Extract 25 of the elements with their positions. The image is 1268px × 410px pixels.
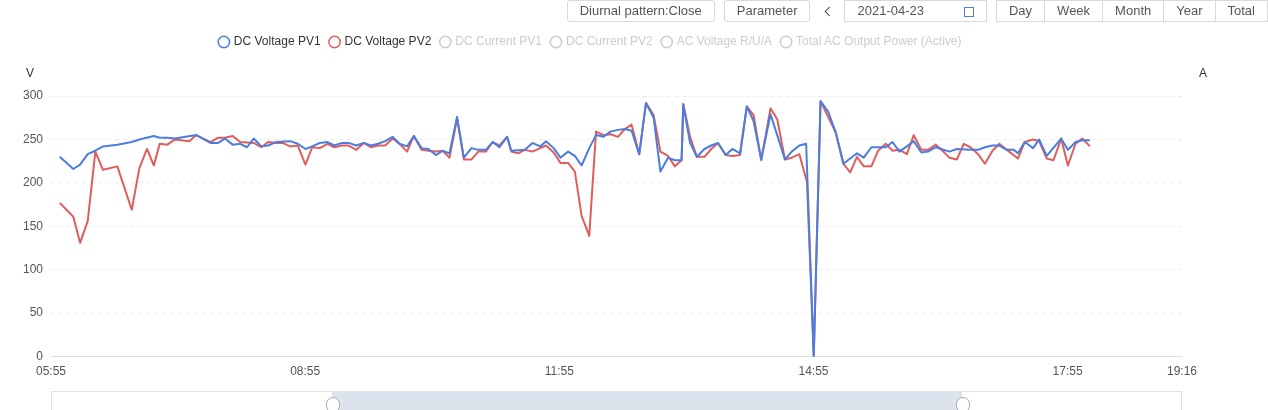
x-tick-label: 11:55 (544, 364, 575, 379)
legend-label: DC Voltage PV1 (233, 34, 321, 49)
text: Parameter (723, 0, 811, 22)
x-tick-label: 17:55 (1052, 364, 1083, 379)
y-tick-label: 200 (22, 175, 44, 190)
x-tick-label: 19:16 (1166, 364, 1198, 379)
text: Month (1102, 0, 1165, 22)
y2-axis-title: A (1199, 66, 1208, 81)
text: Year (1163, 0, 1216, 22)
x-tick-label: 14:55 (798, 364, 829, 379)
y-tick-label: 50 (29, 305, 44, 320)
text: Total (1214, 0, 1268, 22)
text: 2021-04-23 (844, 0, 987, 22)
y-tick-label: 150 (22, 218, 44, 233)
y-axis-title: V (26, 66, 35, 81)
y-tick-label: 100 (22, 262, 44, 277)
text: Diurnal pattern:Close (566, 0, 715, 22)
legend-label: DC Voltage PV2 (344, 34, 432, 49)
text: Day (995, 0, 1046, 22)
text: Week (1044, 0, 1104, 22)
y-tick-label: 300 (22, 88, 44, 103)
y-tick-label: 250 (22, 131, 44, 146)
x-tick-label: 08:55 (290, 364, 321, 379)
x-tick-label: 05:55 (35, 364, 67, 379)
y-tick-label: 0 (36, 348, 44, 363)
